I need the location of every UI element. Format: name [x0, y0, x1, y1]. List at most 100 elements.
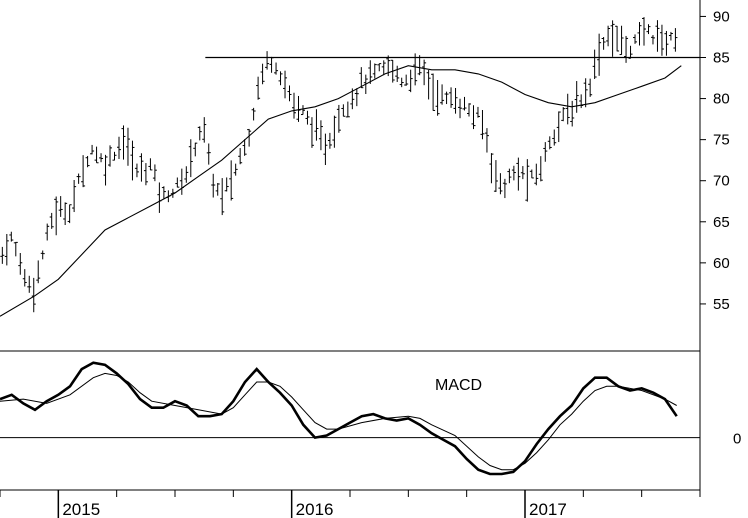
- price-bar: [206, 143, 211, 165]
- price-bar: [58, 196, 63, 217]
- price-bar: [49, 212, 54, 229]
- price-bar: [220, 178, 225, 216]
- price-bar: [570, 100, 575, 127]
- price-bar: [659, 24, 664, 56]
- price-bar: [314, 109, 319, 141]
- price-bar: [67, 204, 72, 224]
- price-bar: [179, 168, 184, 195]
- macd-panel: 0 MACD: [0, 350, 741, 476]
- price-tick-label: 90: [713, 8, 730, 25]
- price-bar: [552, 129, 557, 146]
- price-bar: [152, 164, 157, 182]
- price-bar: [224, 177, 229, 192]
- price-tick-label: 60: [713, 255, 730, 272]
- price-bar: [9, 231, 14, 242]
- price-bar: [498, 173, 503, 195]
- price-bar: [435, 79, 440, 116]
- price-bar: [193, 142, 198, 157]
- price-bar: [211, 173, 216, 198]
- price-bar: [511, 165, 516, 181]
- price-bar: [458, 98, 463, 119]
- price-bar: [94, 146, 99, 164]
- price-bar: [247, 128, 252, 147]
- price-bar: [449, 87, 454, 108]
- price-bar: [408, 69, 413, 93]
- price-bar: [583, 78, 588, 108]
- price-bar: [4, 233, 9, 266]
- price-bar: [36, 260, 41, 284]
- price-bar: [615, 25, 620, 52]
- price-bar: [668, 31, 673, 41]
- price-bar: [354, 88, 359, 107]
- price-bar: [121, 125, 126, 160]
- price-bar: [538, 156, 543, 182]
- price-bar: [283, 70, 288, 99]
- price-bar: [13, 241, 18, 257]
- price-bar: [103, 154, 108, 186]
- price-bar: [40, 250, 45, 260]
- price-bar: [655, 20, 660, 52]
- price-bar: [561, 107, 566, 122]
- price-bar: [130, 140, 135, 181]
- price-bar: [507, 168, 512, 184]
- price-bar: [368, 60, 373, 84]
- price-bar: [467, 103, 471, 117]
- price-bar: [175, 177, 180, 188]
- price-bar: [233, 163, 238, 176]
- year-label: 2015: [62, 500, 100, 518]
- price-bar: [99, 153, 104, 163]
- price-bar: [27, 275, 32, 293]
- price-bar: [287, 85, 292, 102]
- price-bar: [453, 87, 458, 114]
- price-bar: [502, 178, 507, 199]
- price-bar: [202, 117, 207, 143]
- price-tick-label: 85: [713, 50, 730, 67]
- price-tick-label: 65: [713, 214, 730, 231]
- price-bar: [359, 67, 364, 89]
- price-bar: [350, 88, 355, 110]
- price-bar: [112, 151, 117, 161]
- price-bar: [556, 111, 561, 143]
- price-bar: [646, 24, 651, 35]
- price-bar: [22, 269, 27, 287]
- price-bar: [336, 104, 341, 133]
- price-bar: [238, 148, 243, 165]
- price-bar: [475, 106, 480, 118]
- price-bar: [300, 105, 305, 116]
- price-bar: [0, 246, 5, 264]
- price-bar: [18, 253, 23, 275]
- macd-line: [0, 361, 678, 476]
- price-bar: [579, 94, 584, 109]
- price-bar: [72, 180, 77, 213]
- price-bar: [85, 155, 90, 168]
- price-bar: [520, 166, 525, 180]
- price-bar: [242, 139, 247, 156]
- price-bar: [673, 28, 678, 52]
- price-bar: [139, 153, 144, 182]
- price-bar: [125, 127, 130, 166]
- price-bar: [547, 136, 552, 150]
- price-bar: [45, 223, 50, 241]
- price-bar: [327, 132, 332, 149]
- price-bar: [592, 49, 597, 79]
- price-bar: [637, 22, 642, 46]
- price-bar: [318, 120, 323, 151]
- price-bar: [529, 169, 534, 179]
- price-bar: [215, 182, 220, 196]
- macd-zero-tick-label: 0: [733, 431, 741, 448]
- year-label: 2016: [296, 500, 334, 518]
- price-bar: [440, 84, 445, 105]
- price-bar: [251, 107, 256, 121]
- price-bar: [444, 91, 449, 105]
- price-bar: [650, 35, 655, 45]
- price-bar: [381, 60, 386, 76]
- price-bar: [265, 51, 270, 70]
- price-bar: [81, 155, 86, 188]
- price-bar: [489, 153, 494, 184]
- price-bar: [260, 63, 265, 85]
- price-bar: [278, 71, 283, 86]
- price-bar: [269, 56, 274, 73]
- price-bar: [76, 173, 81, 184]
- price-bar: [610, 20, 615, 57]
